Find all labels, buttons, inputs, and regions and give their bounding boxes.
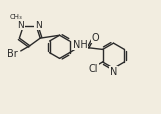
Text: N: N <box>110 67 117 77</box>
Text: N: N <box>35 21 42 30</box>
Text: NH: NH <box>73 40 88 50</box>
Text: N: N <box>17 21 24 30</box>
Text: CH₃: CH₃ <box>10 14 23 20</box>
Text: Cl: Cl <box>88 64 98 74</box>
Text: Br: Br <box>7 48 18 58</box>
Text: O: O <box>92 33 99 43</box>
